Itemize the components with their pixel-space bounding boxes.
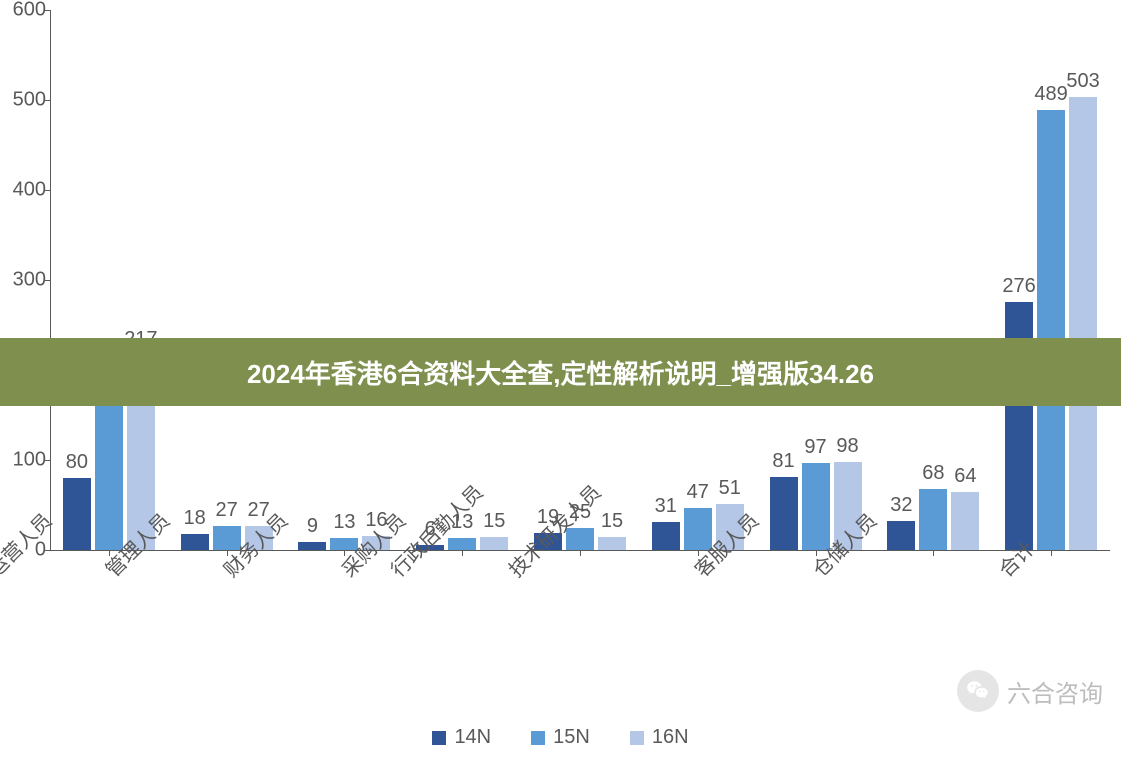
y-axis-tick-label: 600 xyxy=(13,0,46,22)
y-axis-tick-label: 100 xyxy=(13,449,46,472)
bar xyxy=(1069,97,1097,550)
bars-region: 8019921718272791316613151925153147518197… xyxy=(50,10,1110,550)
bar-value-label: 15 xyxy=(483,510,505,533)
x-axis-category-label: 运营人员 xyxy=(0,505,57,582)
bar-value-label: 13 xyxy=(333,511,355,534)
wechat-icon xyxy=(957,670,999,712)
bar-value-label: 81 xyxy=(772,450,794,473)
bar xyxy=(298,542,326,550)
overlay-banner-text: 2024年香港6合资料大全查,定性解析说明_增强版34.26 xyxy=(247,354,874,391)
bar xyxy=(652,522,680,550)
bar xyxy=(887,521,915,550)
bar xyxy=(919,489,947,550)
bar xyxy=(598,537,626,551)
legend: 14N 15N 16N xyxy=(0,726,1121,749)
y-axis-tick xyxy=(44,550,50,551)
bar-value-label: 15 xyxy=(601,510,623,533)
bar-value-label: 64 xyxy=(954,465,976,488)
legend-swatch xyxy=(630,731,644,745)
bar xyxy=(802,463,830,550)
y-axis-tick-label: 300 xyxy=(13,269,46,292)
legend-label: 14N xyxy=(454,726,491,749)
x-axis-tick xyxy=(933,550,934,556)
legend-item: 14N xyxy=(432,726,491,749)
overlay-banner: 2024年香港6合资料大全查,定性解析说明_增强版34.26 xyxy=(0,338,1121,406)
bar-value-label: 276 xyxy=(1002,275,1035,298)
legend-swatch xyxy=(531,731,545,745)
bar-value-label: 68 xyxy=(922,462,944,485)
watermark: 六合咨询 xyxy=(957,670,1103,712)
bar xyxy=(63,478,91,550)
bar xyxy=(1037,110,1065,550)
chart-container: 0100200300400500600 80199217182727913166… xyxy=(0,0,1121,757)
bar-value-label: 32 xyxy=(890,494,912,517)
bar-value-label: 80 xyxy=(66,451,88,474)
bar xyxy=(770,477,798,550)
legend-label: 15N xyxy=(553,726,590,749)
legend-item: 16N xyxy=(630,726,689,749)
bar-value-label: 47 xyxy=(687,481,709,504)
bar-value-label: 18 xyxy=(184,507,206,530)
bar xyxy=(448,538,476,550)
bar xyxy=(951,492,979,550)
y-axis-tick-label: 400 xyxy=(13,179,46,202)
bar-value-label: 489 xyxy=(1034,83,1067,106)
watermark-text: 六合咨询 xyxy=(1007,674,1103,709)
bar-value-label: 27 xyxy=(216,499,238,522)
x-axis-tick xyxy=(1051,550,1052,556)
bar-value-label: 97 xyxy=(804,436,826,459)
bar-value-label: 503 xyxy=(1066,70,1099,93)
x-axis-tick xyxy=(462,550,463,556)
bar-value-label: 31 xyxy=(655,495,677,518)
legend-swatch xyxy=(432,731,446,745)
bar-value-label: 98 xyxy=(836,435,858,458)
legend-label: 16N xyxy=(652,726,689,749)
bar-value-label: 9 xyxy=(307,515,318,538)
bar xyxy=(480,537,508,551)
legend-item: 15N xyxy=(531,726,590,749)
y-axis-tick-label: 500 xyxy=(13,89,46,112)
x-axis-tick xyxy=(580,550,581,556)
bar xyxy=(181,534,209,550)
bar-value-label: 51 xyxy=(719,477,741,500)
